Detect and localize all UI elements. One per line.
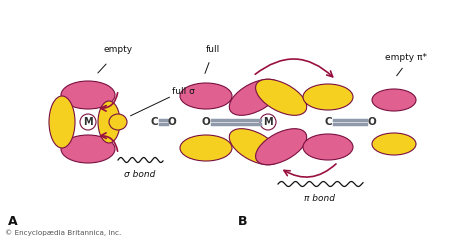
Text: empty π*: empty π* (385, 53, 427, 62)
Ellipse shape (229, 79, 280, 115)
Ellipse shape (256, 79, 307, 115)
Text: M: M (263, 117, 273, 127)
Ellipse shape (109, 114, 127, 130)
Text: C: C (150, 117, 158, 127)
Ellipse shape (180, 135, 232, 161)
Ellipse shape (372, 89, 416, 111)
Ellipse shape (180, 83, 232, 109)
Ellipse shape (61, 81, 115, 109)
Text: empty: empty (104, 45, 133, 54)
Ellipse shape (80, 114, 96, 130)
Ellipse shape (260, 114, 276, 130)
Text: C: C (324, 117, 332, 127)
Text: σ bond: σ bond (124, 170, 156, 179)
Ellipse shape (61, 135, 115, 163)
Text: M: M (83, 117, 93, 127)
Ellipse shape (372, 133, 416, 155)
Ellipse shape (303, 134, 353, 160)
Text: A: A (8, 215, 18, 228)
Ellipse shape (229, 129, 280, 165)
Text: full σ: full σ (172, 88, 195, 96)
Ellipse shape (98, 101, 120, 143)
Ellipse shape (256, 129, 307, 165)
Text: full: full (206, 45, 220, 54)
Text: π bond: π bond (305, 194, 336, 203)
Ellipse shape (49, 96, 75, 148)
Text: O: O (167, 117, 176, 127)
Text: O: O (202, 117, 211, 127)
Text: O: O (368, 117, 376, 127)
Text: © Encyclopædia Britannica, Inc.: © Encyclopædia Britannica, Inc. (5, 229, 121, 236)
Ellipse shape (303, 84, 353, 110)
Text: B: B (238, 215, 248, 228)
